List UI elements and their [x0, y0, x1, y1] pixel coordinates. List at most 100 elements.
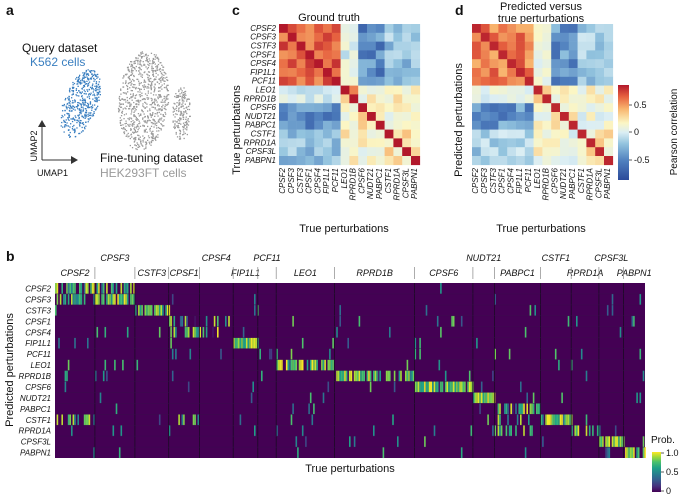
- prob-cell: [106, 293, 108, 305]
- prob-cell: [162, 304, 164, 316]
- umap-point: [153, 137, 155, 140]
- corr-cell: [568, 147, 578, 157]
- prob-cell: [499, 403, 501, 415]
- umap-clusters: [60, 51, 191, 151]
- prob-cell: [531, 425, 533, 437]
- corr-cell: [402, 76, 412, 86]
- prob-cell: [424, 436, 426, 448]
- umap-point: [159, 117, 161, 120]
- umap-point: [68, 116, 70, 118]
- umap-point: [184, 128, 186, 130]
- umap-point: [143, 63, 145, 65]
- umap-point: [130, 61, 132, 63]
- corr-cell: [595, 129, 605, 139]
- prob-cell: [374, 370, 377, 382]
- corr-cell: [560, 59, 570, 69]
- col-label-cpsf3: CPSF3: [287, 167, 296, 193]
- row-label-cpsf3l: CPSF3L: [246, 147, 276, 156]
- umap-point: [142, 52, 144, 55]
- prob-cell: [614, 436, 617, 448]
- prob-cell: [637, 447, 640, 459]
- corr-cell: [498, 76, 508, 86]
- umap-point: [155, 136, 157, 138]
- umap-point: [93, 73, 96, 75]
- panel-b-label: b: [6, 248, 15, 264]
- prob-cell: [571, 425, 573, 437]
- corr-cell: [480, 112, 490, 122]
- corr-cell: [340, 68, 350, 78]
- umap-point: [74, 100, 76, 102]
- umap-point: [166, 90, 169, 92]
- umap-point: [87, 78, 89, 80]
- umap-point: [166, 95, 168, 97]
- prob-cell: [330, 359, 333, 371]
- corr-cell: [367, 41, 377, 51]
- corr-cell: [305, 76, 315, 86]
- umap-point: [82, 116, 85, 119]
- umap-point: [141, 95, 143, 97]
- umap-point: [151, 68, 153, 70]
- umap-point: [125, 101, 127, 103]
- corr-cell: [516, 138, 526, 148]
- umap-point: [137, 143, 139, 146]
- umap-point: [151, 69, 153, 71]
- umap-point: [121, 127, 123, 129]
- prob-cell: [63, 293, 65, 305]
- corr-cell: [305, 103, 315, 113]
- umap-point: [172, 114, 175, 116]
- prob-cell: [561, 392, 563, 404]
- prob-cell: [181, 315, 184, 327]
- cell-group-pcf11: [259, 348, 273, 382]
- umap-point: [91, 115, 93, 117]
- corr-cell: [287, 112, 297, 122]
- corr-cell: [393, 94, 403, 104]
- umap-point: [160, 123, 162, 125]
- umap-point: [185, 111, 187, 113]
- umap-point: [144, 129, 146, 131]
- umap-point: [82, 97, 84, 99]
- umap-point: [166, 94, 169, 96]
- umap-point: [150, 80, 152, 83]
- umap-point: [161, 108, 163, 110]
- umap-point: [88, 79, 90, 81]
- prob-cell: [77, 414, 79, 426]
- corr-cell: [586, 147, 596, 157]
- umap-point: [122, 82, 124, 84]
- umap-point: [175, 131, 177, 134]
- umap-point: [133, 115, 135, 118]
- prob-cell: [336, 326, 338, 338]
- prob-cell: [83, 414, 86, 426]
- prob-cell: [94, 370, 97, 382]
- umap-point: [120, 89, 122, 91]
- umap-point: [139, 88, 141, 90]
- corr-cell: [568, 103, 578, 113]
- prob-cell: [289, 359, 291, 371]
- umap-point: [77, 105, 79, 107]
- corr-cell: [287, 32, 297, 42]
- umap-point: [162, 77, 165, 79]
- prob-cell: [605, 436, 607, 448]
- umap-point: [150, 141, 153, 143]
- b-row-label-cpsf1: CPSF1: [25, 317, 51, 326]
- umap-point: [61, 114, 63, 117]
- umap-point: [187, 124, 190, 126]
- umap-point: [130, 80, 132, 82]
- umap-point: [131, 65, 134, 67]
- prob-cell: [322, 392, 325, 404]
- umap-point: [127, 66, 129, 68]
- umap-point: [157, 58, 159, 60]
- corr-cell: [287, 24, 297, 34]
- umap-point: [139, 89, 141, 91]
- umap-point: [147, 54, 149, 57]
- umap-point: [178, 95, 180, 98]
- umap-point: [138, 123, 140, 125]
- umap-point: [73, 82, 76, 85]
- prob-cell: [336, 370, 338, 382]
- umap-point: [160, 62, 162, 64]
- prob-cell: [316, 359, 318, 371]
- umap-point: [125, 81, 127, 83]
- prob-cell: [322, 359, 325, 371]
- umap-point: [145, 60, 147, 62]
- prob-cell: [480, 381, 483, 393]
- prob-cell: [75, 293, 78, 305]
